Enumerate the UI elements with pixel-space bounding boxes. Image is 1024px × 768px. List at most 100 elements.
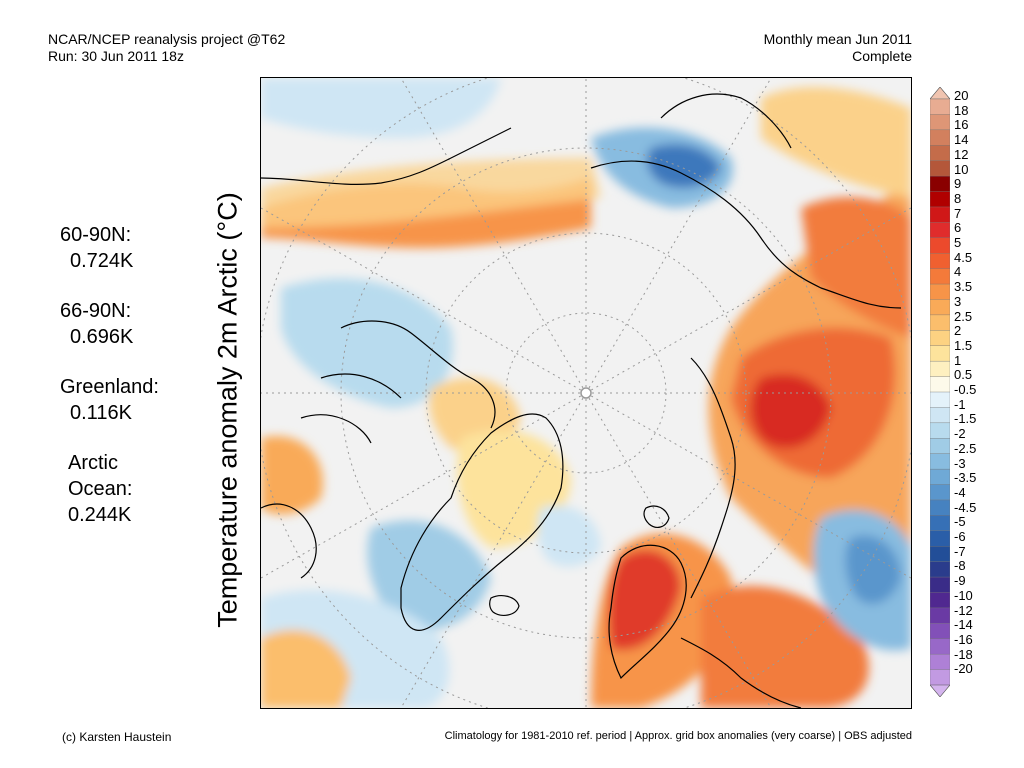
colorbar-tick-label: 18 [954,102,969,118]
colorbar-tick-label: 6 [954,220,962,236]
colorbar-top-arrow [930,87,950,100]
graticule [261,78,911,708]
stats-panel: 60-90N: 0.724K 66-90N: 0.696K Greenland:… [60,222,159,552]
colorbar-segment [930,515,950,532]
header-left: NCAR/NCEP reanalysis project @T62 Run: 3… [48,31,285,65]
colorbar-segment [930,129,950,146]
latitude-circle-60n [340,147,832,639]
meridian-line [400,78,587,394]
colorbar-tick-label: -4.5 [954,499,977,515]
colorbar-segment [930,499,950,516]
stat-value: 0.696K [70,326,134,348]
colorbar-tick-label: -10 [954,587,973,603]
stat-label: Greenland: [60,376,159,398]
meridian-line [585,392,772,708]
colorbar-segment [930,530,950,547]
cool-anomaly-alaska-core [647,144,721,188]
warm-anomaly-atlantic-south [261,630,351,708]
warm-anomaly-siberia-max [750,374,831,448]
meridian-line [585,207,911,394]
coastline-canadian-archipelago [300,320,496,444]
colorbar-svg [930,87,950,697]
anomaly-field [261,78,911,708]
colorbar-tick-label: 3.5 [954,279,973,295]
climatology-note: Climatology for 1981-2010 ref. period | … [444,730,912,742]
warm-anomaly-europe-east [701,585,869,708]
colorbar-tick-label: -20 [954,661,973,677]
colorbar-segment [930,546,950,563]
colorbar-tick-label: 16 [954,117,969,133]
warm-anomaly-far-east [761,87,911,198]
stat-label: 66-90N: [60,300,132,322]
colorbar-tick-label: -0.5 [954,382,977,397]
coastlines [261,93,902,708]
colorbar-segment [930,422,950,439]
stat-label-cont: Ocean: [68,478,133,500]
stat-value: 0.724K [70,250,134,272]
colorbar-tick-label: 1.5 [954,337,973,353]
colorbar-segment [930,468,950,486]
colorbar-tick-label: -12 [954,602,973,618]
latitude-circle-70n [425,232,747,554]
stat-66-90n: 66-90N: 0.696K [60,298,159,350]
coastline-hudson-bay [261,503,317,579]
anomaly-map [260,77,912,709]
warm-anomaly-scandinavia-core [608,549,681,650]
colorbar-segment [930,237,950,254]
coastline-greenland [400,413,564,631]
warm-anomaly-canada-coast-light [261,158,601,228]
stat-label: Arctic [68,452,118,474]
colorbar-tick-label: -4 [954,484,966,500]
colorbar-tick-label: 9 [954,176,962,192]
colorbar-tick-label: -14 [954,617,973,633]
colorbar-segment [930,283,950,300]
colorbar-tick-label: -7 [954,543,966,559]
stat-value: 0.244K [68,504,132,526]
colorbar-segment [930,623,950,640]
cool-anomaly-west-alaska [261,78,501,138]
colorbar-segment [930,160,950,177]
colorbar-tick-label: 2.5 [954,308,973,324]
colorbar-segment [930,407,950,424]
coastline-siberia [590,160,902,309]
colorbar-segment [930,638,950,655]
colorbar-segment [930,114,950,131]
colorbar-segment [930,391,950,408]
colorbar-segment [930,345,950,362]
colorbar-segment [930,206,950,223]
colorbar-tick-label: -16 [954,631,973,647]
meridian-line [400,392,587,708]
colorbar-segment [930,607,950,624]
colorbar-tick-label: 8 [954,190,962,206]
coastline-iceland [489,595,520,616]
colorbar-segment [930,314,950,331]
colorbar-tick-label: 20 [954,88,969,103]
colorbar-tick-label: 10 [954,161,969,177]
colorbar-tick-label: -18 [954,646,973,662]
colorbar-segment [930,360,950,378]
colorbar-tick-label: 3 [954,293,962,309]
stat-60-90n: 60-90N: 0.724K [60,222,159,274]
coastline-alaska [261,127,512,185]
colorbar-tick-label: -9 [954,573,966,589]
colorbar-segment [930,453,950,470]
colorbar-segment [930,438,950,455]
cool-anomaly-svalbard [537,505,601,567]
meridian-line [585,392,911,579]
colorbar-segment [930,576,950,593]
colorbar-tick-label: -2 [954,426,966,442]
coastline-scandinavia [608,544,687,680]
header-right: Monthly mean Jun 2011 Complete [764,31,912,65]
model-title: NCAR/NCEP reanalysis project @T62 [48,31,286,47]
coastline-europe [680,637,802,708]
colorbar-tick-label: 1 [954,352,962,368]
coastline-svalbard [643,505,670,528]
colorbar-tick-label: 4.5 [954,249,973,265]
map-canvas [261,78,911,708]
colorbar-segment [930,145,950,162]
stat-label: 60-90N: [60,224,132,246]
colorbar-tick-label: -6 [954,529,966,544]
colorbar-tick-label: -8 [954,558,966,574]
vertical-title: Temperature anomaly 2m Arctic (°C) [212,192,243,628]
colorbar-segment [930,253,950,270]
